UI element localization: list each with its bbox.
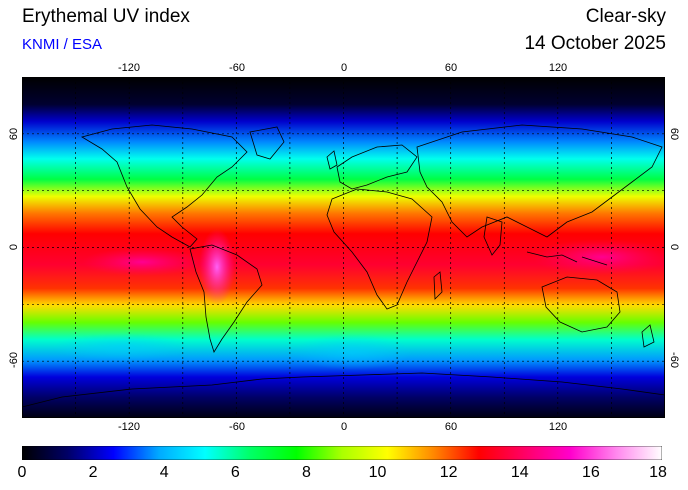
colorbar-tick-label: 6 xyxy=(230,464,240,481)
lon-tick-top: 0 xyxy=(340,62,348,74)
colorbar-tick-label: 4 xyxy=(159,464,169,481)
lat-tick-left: -60 xyxy=(8,352,20,368)
lon-tick-bottom: 0 xyxy=(340,421,348,433)
lat-tick-left: 0 xyxy=(8,243,20,251)
colorbar-tick-label: 12 xyxy=(439,464,458,481)
colorbar-tick-label: 8 xyxy=(301,464,311,481)
lat-tick-left: 60 xyxy=(8,127,20,141)
lon-tick-top: 120 xyxy=(548,62,568,74)
colorbar-tick-label: 0 xyxy=(17,464,27,481)
credit-text: KNMI / ESA xyxy=(22,36,103,53)
uv-index-map xyxy=(22,77,665,418)
colorbar-tick-label: 14 xyxy=(510,464,529,481)
date-label: 14 October 2025 xyxy=(524,33,666,54)
lon-tick-bottom: -120 xyxy=(117,421,141,433)
uv-colorbar xyxy=(22,446,662,460)
lon-tick-bottom: -60 xyxy=(229,421,245,433)
colorbar-tick-label: 18 xyxy=(649,464,667,481)
colorbar-tick-label: 16 xyxy=(581,464,600,481)
lat-tick-right: -60 xyxy=(668,352,680,368)
lon-tick-top: -120 xyxy=(117,62,141,74)
lat-tick-right: 0 xyxy=(668,243,680,251)
lon-tick-top: -60 xyxy=(229,62,245,74)
lon-tick-bottom: 120 xyxy=(548,421,568,433)
lon-tick-top: 60 xyxy=(444,62,458,74)
colorbar-tick-label: 10 xyxy=(368,464,387,481)
lat-tick-right: 60 xyxy=(668,127,680,141)
colorbar-tick-label: 2 xyxy=(88,464,98,481)
lon-tick-bottom: 60 xyxy=(444,421,458,433)
sky-condition: Clear-sky xyxy=(585,6,666,27)
map-title: Erythemal UV index xyxy=(22,6,190,27)
